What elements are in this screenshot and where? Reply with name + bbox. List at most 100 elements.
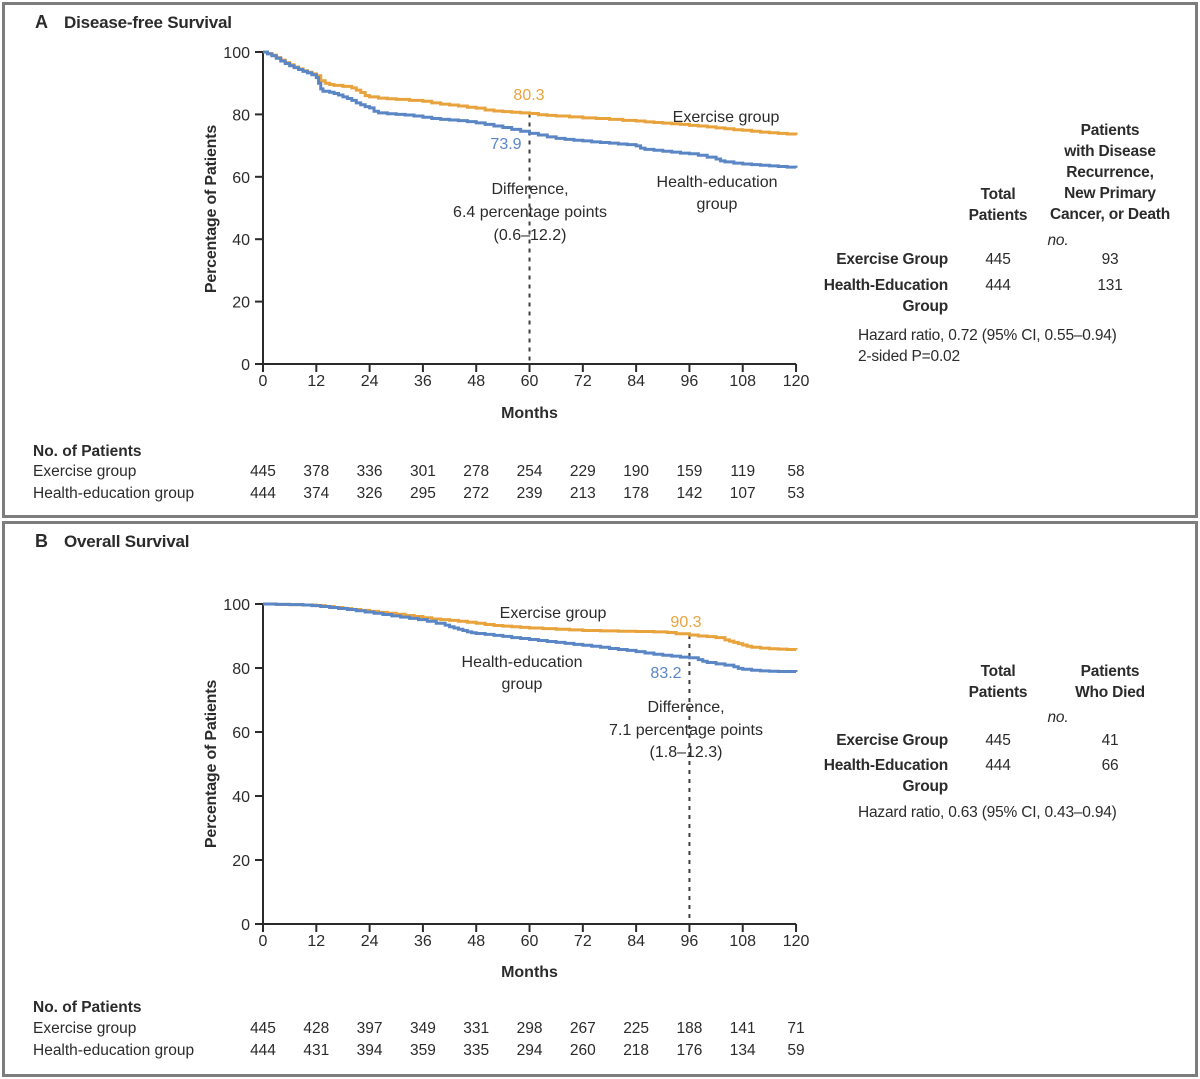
at-risk-value: 397 [357,1020,383,1037]
at-risk-title: No. of Patients [33,999,142,1016]
difference-annotation-line: (0.6–12.2) [494,227,567,244]
y-tick-label: 60 [232,725,250,742]
y-tick-label: 100 [223,45,250,62]
at-risk-value: 444 [250,1042,276,1059]
at-risk-value: 294 [517,1042,543,1059]
at-risk-value: 359 [410,1042,436,1059]
at-risk-row-label: Health-education group [33,1042,194,1059]
table-row-label: Exercise Group [836,251,948,268]
at-risk-row-label: Exercise group [33,1020,136,1037]
km-curve-health-education [263,50,798,169]
x-tick-label: 36 [414,933,432,950]
x-tick-label: 48 [467,933,485,950]
difference-annotation-line: Difference, [647,699,724,716]
table-cell-events: 131 [1097,277,1123,294]
y-tick-label: 100 [223,597,250,614]
x-tick-label: 108 [729,933,756,950]
header-line: New Primary [1064,185,1156,202]
x-tick-label: 24 [361,933,379,950]
at-risk-value: 349 [410,1020,436,1037]
at-risk-value: 107 [730,485,756,502]
x-tick-label: 60 [521,373,539,390]
panel-b-title-text: Overall Survival [64,532,190,551]
x-tick-label: 72 [574,933,592,950]
at-risk-value: 142 [676,485,702,502]
hazard-ratio-line: Hazard ratio, 0.72 (95% CI, 0.55–0.94) [858,327,1117,344]
hazard-ratio-note: Hazard ratio, 0.72 (95% CI, 0.55–0.94) 2… [858,325,1200,367]
value-label-exercise: 90.3 [670,614,701,631]
at-risk-value: 428 [303,1020,329,1037]
x-tick-label: 96 [681,373,699,390]
at-risk-value: 444 [250,485,276,502]
difference-annotation-line: 6.4 percentage points [453,204,607,221]
at-risk-value: 141 [730,1020,756,1037]
side-table-col2-header: Patients with Disease Recurrence, New Pr… [1022,120,1198,225]
y-tick-label: 20 [232,853,250,870]
x-tick-label: 60 [521,933,539,950]
x-tick-label: 84 [627,373,645,390]
p-value-line: 2-sided P=0.02 [858,348,960,365]
series-label: Health-education [657,174,778,191]
side-table-col1-header: Total Patients [950,184,1046,226]
header-line: Patients [968,684,1028,701]
at-risk-value: 394 [357,1042,383,1059]
at-risk-value: 260 [570,1042,596,1059]
at-risk-value: 298 [517,1020,543,1037]
at-risk-value: 53 [787,485,804,502]
at-risk-row-label: Health-education group [33,485,194,502]
at-risk-value: 335 [463,1042,489,1059]
panel-a-title-text: Disease-free Survival [64,13,232,32]
value-label-exercise: 80.3 [513,87,544,104]
x-tick-label: 0 [259,933,268,950]
at-risk-value: 225 [623,1020,649,1037]
x-tick-label: 0 [259,373,268,390]
unit-label: no. [1047,709,1069,726]
panel-a-title: A Disease-free Survival [35,12,232,33]
header-line: Cancer, or Death [1050,206,1170,223]
header-line: Recurrence, [1066,164,1154,181]
side-table-col1-header: Total Patients [950,661,1046,703]
at-risk-value: 58 [787,463,804,480]
hazard-ratio-line: Hazard ratio, 0.63 (95% CI, 0.43–0.94) [858,804,1117,821]
at-risk-value: 336 [357,463,383,480]
at-risk-value: 374 [303,485,329,502]
x-axis-label: Months [501,964,558,981]
at-risk-row-label: Exercise group [33,463,136,480]
series-label: Exercise group [673,109,780,126]
y-tick-label: 60 [232,170,250,187]
at-risk-value: 218 [623,1042,649,1059]
x-tick-label: 120 [783,933,810,950]
table-cell-events: 66 [1101,757,1119,774]
y-tick-label: 80 [232,107,250,124]
header-line: Who Died [1075,684,1145,701]
header-line: Patients [1080,122,1140,139]
at-risk-value: 445 [250,463,276,480]
x-tick-label: 108 [729,373,756,390]
at-risk-value: 272 [463,485,489,502]
table-row-label: Health-Education Group [823,757,948,795]
y-tick-label: 80 [232,661,250,678]
y-tick-label: 0 [241,357,250,374]
panel-b-letter: B [35,531,48,551]
header-line: Patients [968,207,1028,224]
at-risk-value: 134 [730,1042,756,1059]
x-axis-label: Months [501,405,558,422]
series-label: group [502,676,543,693]
at-risk-value: 178 [623,485,649,502]
at-risk-value: 301 [410,463,436,480]
at-risk-value: 188 [676,1020,702,1037]
y-tick-label: 0 [241,917,250,934]
panel-a-letter: A [35,12,48,32]
hazard-ratio-note: Hazard ratio, 0.63 (95% CI, 0.43–0.94) [858,802,1200,823]
at-risk-value: 176 [676,1042,702,1059]
header-line: Total [980,186,1016,203]
at-risk-value: 431 [303,1042,329,1059]
x-tick-label: 12 [307,933,325,950]
unit-label: no. [1047,232,1069,249]
at-risk-title: No. of Patients [33,443,142,460]
at-risk-value: 295 [410,485,436,502]
axes [262,604,797,925]
header-line: Total [980,663,1016,680]
at-risk-value: 119 [730,463,755,480]
